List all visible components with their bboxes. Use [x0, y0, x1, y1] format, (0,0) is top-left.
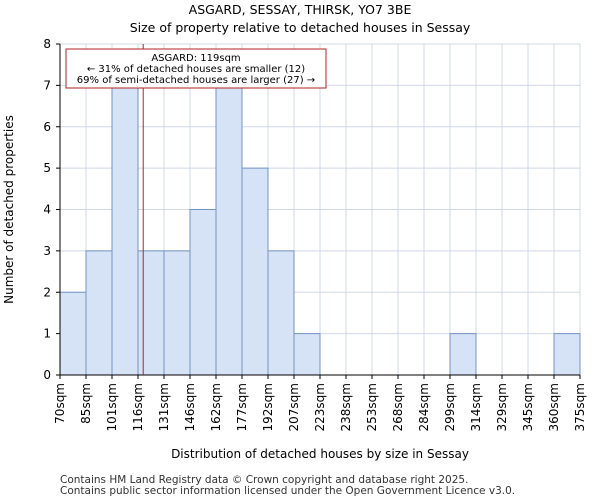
x-tick-label: 70sqm [53, 383, 67, 424]
x-tick-label: 116sqm [131, 383, 145, 431]
x-tick-label: 360sqm [547, 383, 561, 431]
histogram-bar [449, 333, 477, 376]
x-tick-label: 268sqm [391, 383, 405, 431]
histogram-bar [163, 250, 191, 376]
x-tick-label: 192sqm [261, 383, 275, 431]
x-tick-label: 131sqm [157, 383, 171, 431]
y-axis-label: Number of detached properties [2, 115, 16, 304]
annotation-line-2: ← 31% of detached houses are smaller (12… [87, 64, 305, 75]
histogram-bar [85, 250, 113, 376]
x-tick-label: 299sqm [443, 383, 457, 431]
histogram-bar [293, 333, 321, 376]
histogram-bar [241, 167, 269, 376]
annotation-line-1: ASGARD: 119sqm [151, 53, 240, 64]
x-tick-label: 101sqm [105, 383, 119, 431]
annotation-box [65, 48, 327, 89]
y-tick-label: 1 [43, 327, 51, 341]
x-tick-label: 162sqm [209, 383, 223, 431]
x-tick-label: 238sqm [339, 383, 353, 431]
x-tick-label: 85sqm [79, 383, 93, 424]
y-tick-label: 3 [43, 244, 51, 258]
histogram-bar [137, 250, 165, 376]
histogram-bar [189, 209, 217, 376]
histogram-bar [553, 333, 581, 376]
histogram-bar [267, 250, 295, 376]
x-tick-label: 177sqm [235, 383, 249, 431]
y-tick-label: 2 [43, 285, 51, 299]
histogram-bar [111, 84, 139, 376]
y-tick-label: 0 [43, 368, 51, 382]
x-tick-label: 207sqm [287, 383, 301, 431]
histogram-bar [59, 291, 87, 376]
x-tick-label: 223sqm [313, 383, 327, 431]
footer-line-1: Contains HM Land Registry data © Crown c… [60, 474, 469, 486]
x-axis-label: Distribution of detached houses by size … [171, 447, 469, 461]
chart-subtitle: Size of property relative to detached ho… [129, 20, 471, 35]
y-tick-label: 8 [43, 37, 51, 51]
footer-line-2: Contains public sector information licen… [60, 485, 516, 497]
chart-title: ASGARD, SESSAY, THIRSK, YO7 3BE [188, 2, 412, 17]
x-tick-label: 146sqm [183, 383, 197, 431]
x-tick-label: 345sqm [521, 383, 535, 431]
y-tick-label: 5 [43, 161, 51, 175]
x-tick-label: 314sqm [469, 383, 483, 431]
y-tick-label: 4 [43, 203, 51, 217]
y-tick-label: 6 [43, 120, 51, 134]
histogram-bar [215, 84, 243, 376]
x-tick-label: 329sqm [495, 383, 509, 431]
y-tick-label: 7 [43, 78, 51, 92]
x-tick-label: 284sqm [417, 383, 431, 431]
annotation-line-3: 69% of semi-detached houses are larger (… [77, 75, 315, 86]
x-tick-label: 253sqm [365, 383, 379, 431]
x-tick-label: 375sqm [573, 383, 587, 431]
